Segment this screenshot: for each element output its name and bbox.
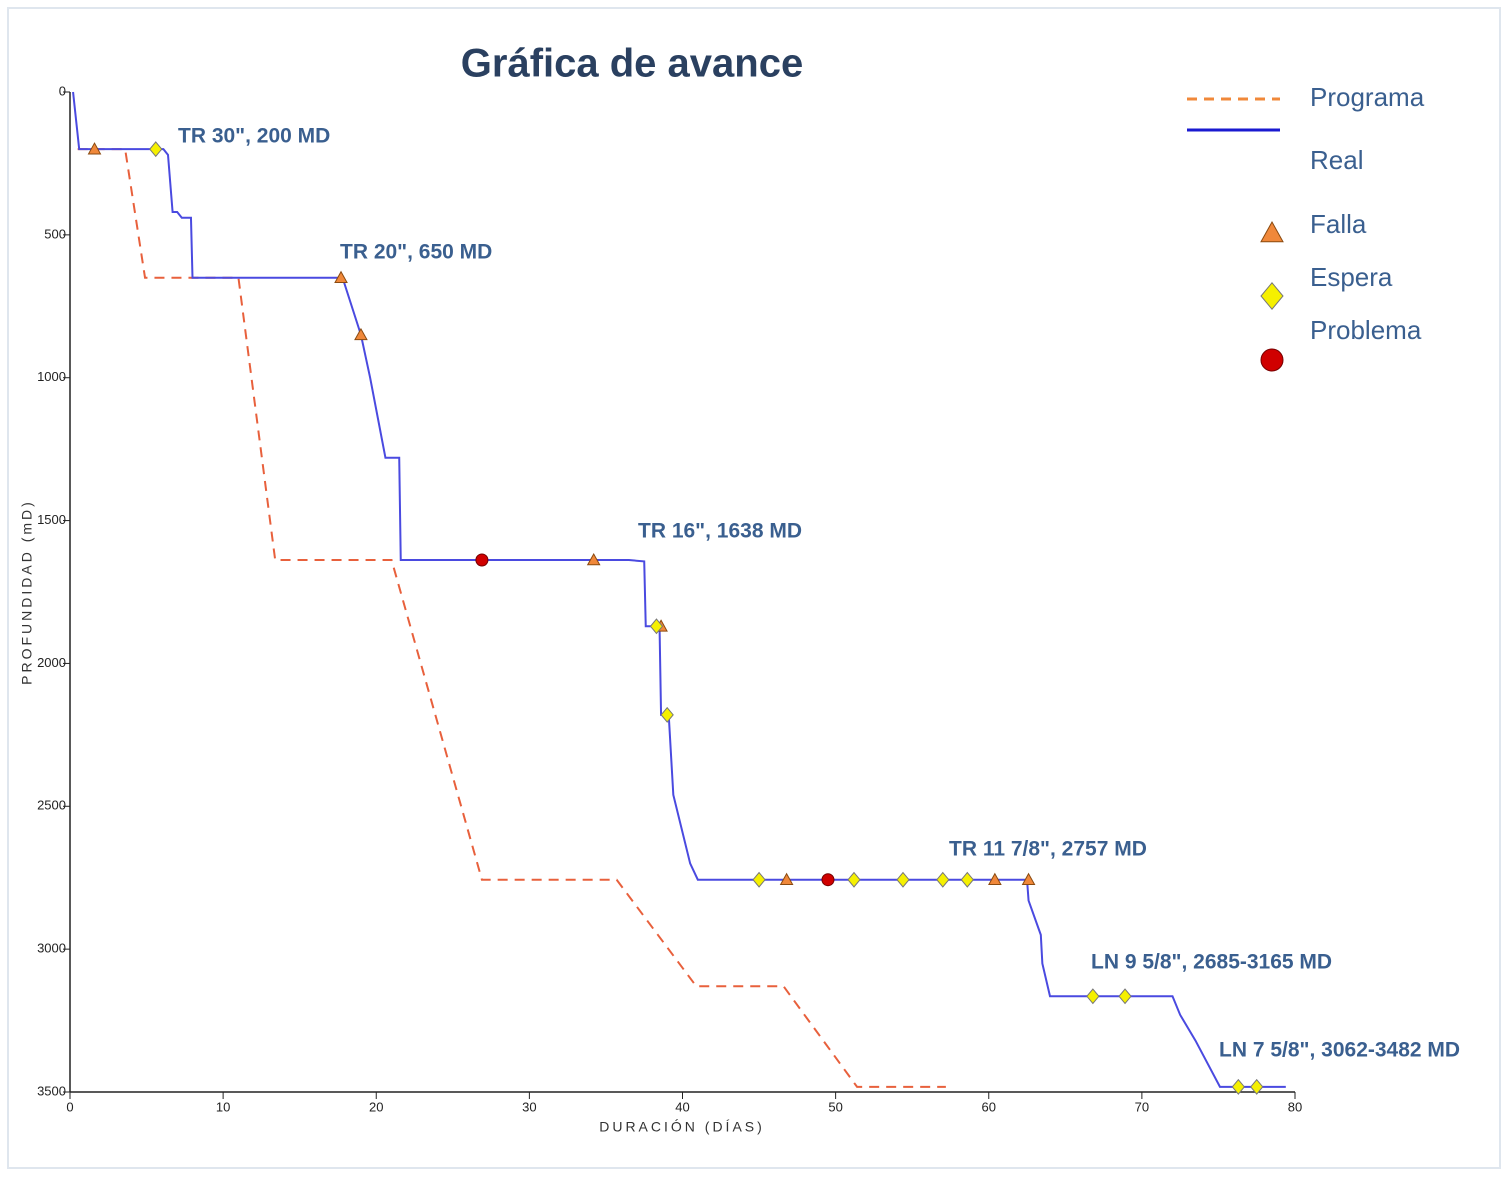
frame <box>7 7 1501 1169</box>
marker-diamond <box>149 141 163 158</box>
marker-diamond <box>1086 988 1100 1005</box>
line-dashed <box>77 148 946 1088</box>
x-tick-label: 0 <box>66 1099 73 1114</box>
marker-triangle <box>87 142 102 155</box>
legend-marker <box>1260 348 1284 372</box>
legend-label: Real <box>1310 145 1363 175</box>
marker-triangle <box>779 872 794 886</box>
x-tick-label: 50 <box>828 1099 842 1114</box>
chart-title: Gráfica de avance <box>461 42 803 86</box>
legend-marker <box>1260 282 1284 310</box>
y-tick-label: 3000 <box>37 941 66 956</box>
x-axis-label: DURACIÓN (DÍAS) <box>599 1119 765 1135</box>
x-tick-label: 40 <box>675 1099 689 1114</box>
legend-label: Problema <box>1310 315 1422 345</box>
x-tick-label: 10 <box>216 1099 230 1114</box>
marker-diamond <box>936 871 950 888</box>
y-tick-label: 500 <box>44 226 66 241</box>
marker-triangle <box>1021 872 1036 886</box>
legend-marker <box>1260 220 1284 243</box>
x-tick-label: 30 <box>522 1099 536 1114</box>
marker-diamond <box>660 706 674 723</box>
y-tick-label: 2000 <box>37 655 66 670</box>
annotation: LN 7 5/8", 3062-3482 MD <box>1219 1039 1460 1062</box>
legend-label: Falla <box>1310 209 1367 239</box>
annotation: TR 20", 650 MD <box>340 241 492 264</box>
marker-circle <box>475 553 489 567</box>
marker-diamond <box>1118 988 1132 1005</box>
marker-triangle <box>354 327 368 341</box>
y-tick-label: 0 <box>59 83 66 98</box>
y-tick-label: 2500 <box>37 798 66 813</box>
annotation: TR 30", 200 MD <box>178 125 330 148</box>
y-tick-label: 3500 <box>37 1083 66 1098</box>
y-axis-label: PROFUNDIDAD (mD) <box>19 499 35 685</box>
marker-diamond <box>960 871 974 888</box>
marker-triangle <box>988 872 1002 886</box>
annotation: TR 16", 1638 MD <box>638 520 802 543</box>
x-tick-label: 20 <box>369 1099 383 1114</box>
x-tick-label: 60 <box>982 1099 996 1114</box>
legend-label: Programa <box>1310 82 1425 112</box>
x-tick-label: 80 <box>1288 1099 1302 1114</box>
marker-diamond <box>1250 1078 1264 1095</box>
marker-diamond <box>896 871 910 888</box>
x-tick-label: 70 <box>1135 1099 1149 1114</box>
y-tick-label: 1500 <box>37 512 66 527</box>
marker-triangle <box>586 552 601 566</box>
annotation: LN 9 5/8", 2685-3165 MD <box>1091 951 1332 974</box>
marker-triangle <box>334 270 348 284</box>
y-tick-label: 1000 <box>37 369 66 384</box>
marker-diamond <box>649 618 664 635</box>
line-solid <box>72 91 1286 1088</box>
marker-circle <box>821 873 835 887</box>
legend-label: Espera <box>1310 262 1393 292</box>
annotation: TR 11 7/8", 2757 MD <box>949 838 1147 861</box>
marker-diamond <box>847 871 861 888</box>
marker-diamond <box>1231 1078 1245 1095</box>
marker-diamond <box>752 871 766 888</box>
